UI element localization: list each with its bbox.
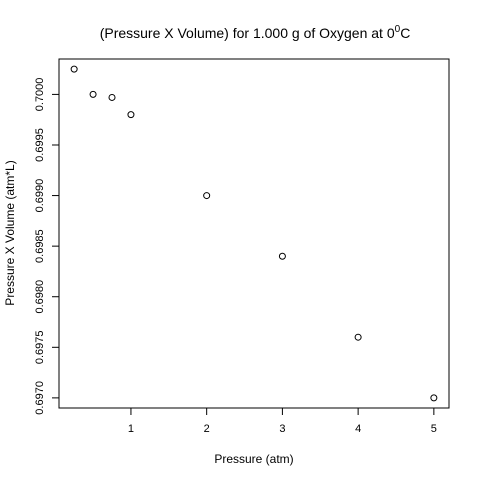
y-tick-label: 0.6980 xyxy=(34,280,46,314)
y-tick-label: 0.6975 xyxy=(34,330,46,364)
x-axis: 1 2 3 4 5 xyxy=(128,408,437,435)
x-axis-label: Pressure (atm) xyxy=(214,452,293,466)
data-points xyxy=(70,65,438,402)
x-tick-label: 2 xyxy=(204,423,210,435)
data-point xyxy=(430,394,438,402)
data-point xyxy=(89,90,97,98)
data-point xyxy=(278,252,286,260)
data-point xyxy=(70,65,78,73)
data-point xyxy=(354,333,362,341)
x-tick-label: 1 xyxy=(128,423,134,435)
chart-title: (Pressure X Volume) for 1.000 g of Oxyge… xyxy=(100,24,411,41)
x-tick-label: 4 xyxy=(355,423,361,435)
chart-title-superscript: 0 xyxy=(395,24,401,35)
y-axis: 0.6970 0.6975 0.6980 0.6985 0.6990 0.6995 0.70… xyxy=(34,78,59,415)
data-point xyxy=(203,192,211,200)
data-point xyxy=(108,93,116,101)
y-axis-label: Pressure X Volume (atm*L) xyxy=(3,160,17,305)
x-tick-label: 5 xyxy=(431,423,437,435)
y-tick-label: 0.6985 xyxy=(34,229,46,263)
chart-title-suffix: C xyxy=(400,25,410,41)
plot-frame xyxy=(58,58,450,409)
y-tick-label: 0.6995 xyxy=(34,128,46,162)
y-tick-label: 0.6970 xyxy=(34,381,46,415)
x-tick-label: 3 xyxy=(279,423,285,435)
y-tick-label: 0.7000 xyxy=(34,78,46,112)
data-point xyxy=(127,111,135,119)
y-tick-label: 0.6990 xyxy=(34,179,46,213)
